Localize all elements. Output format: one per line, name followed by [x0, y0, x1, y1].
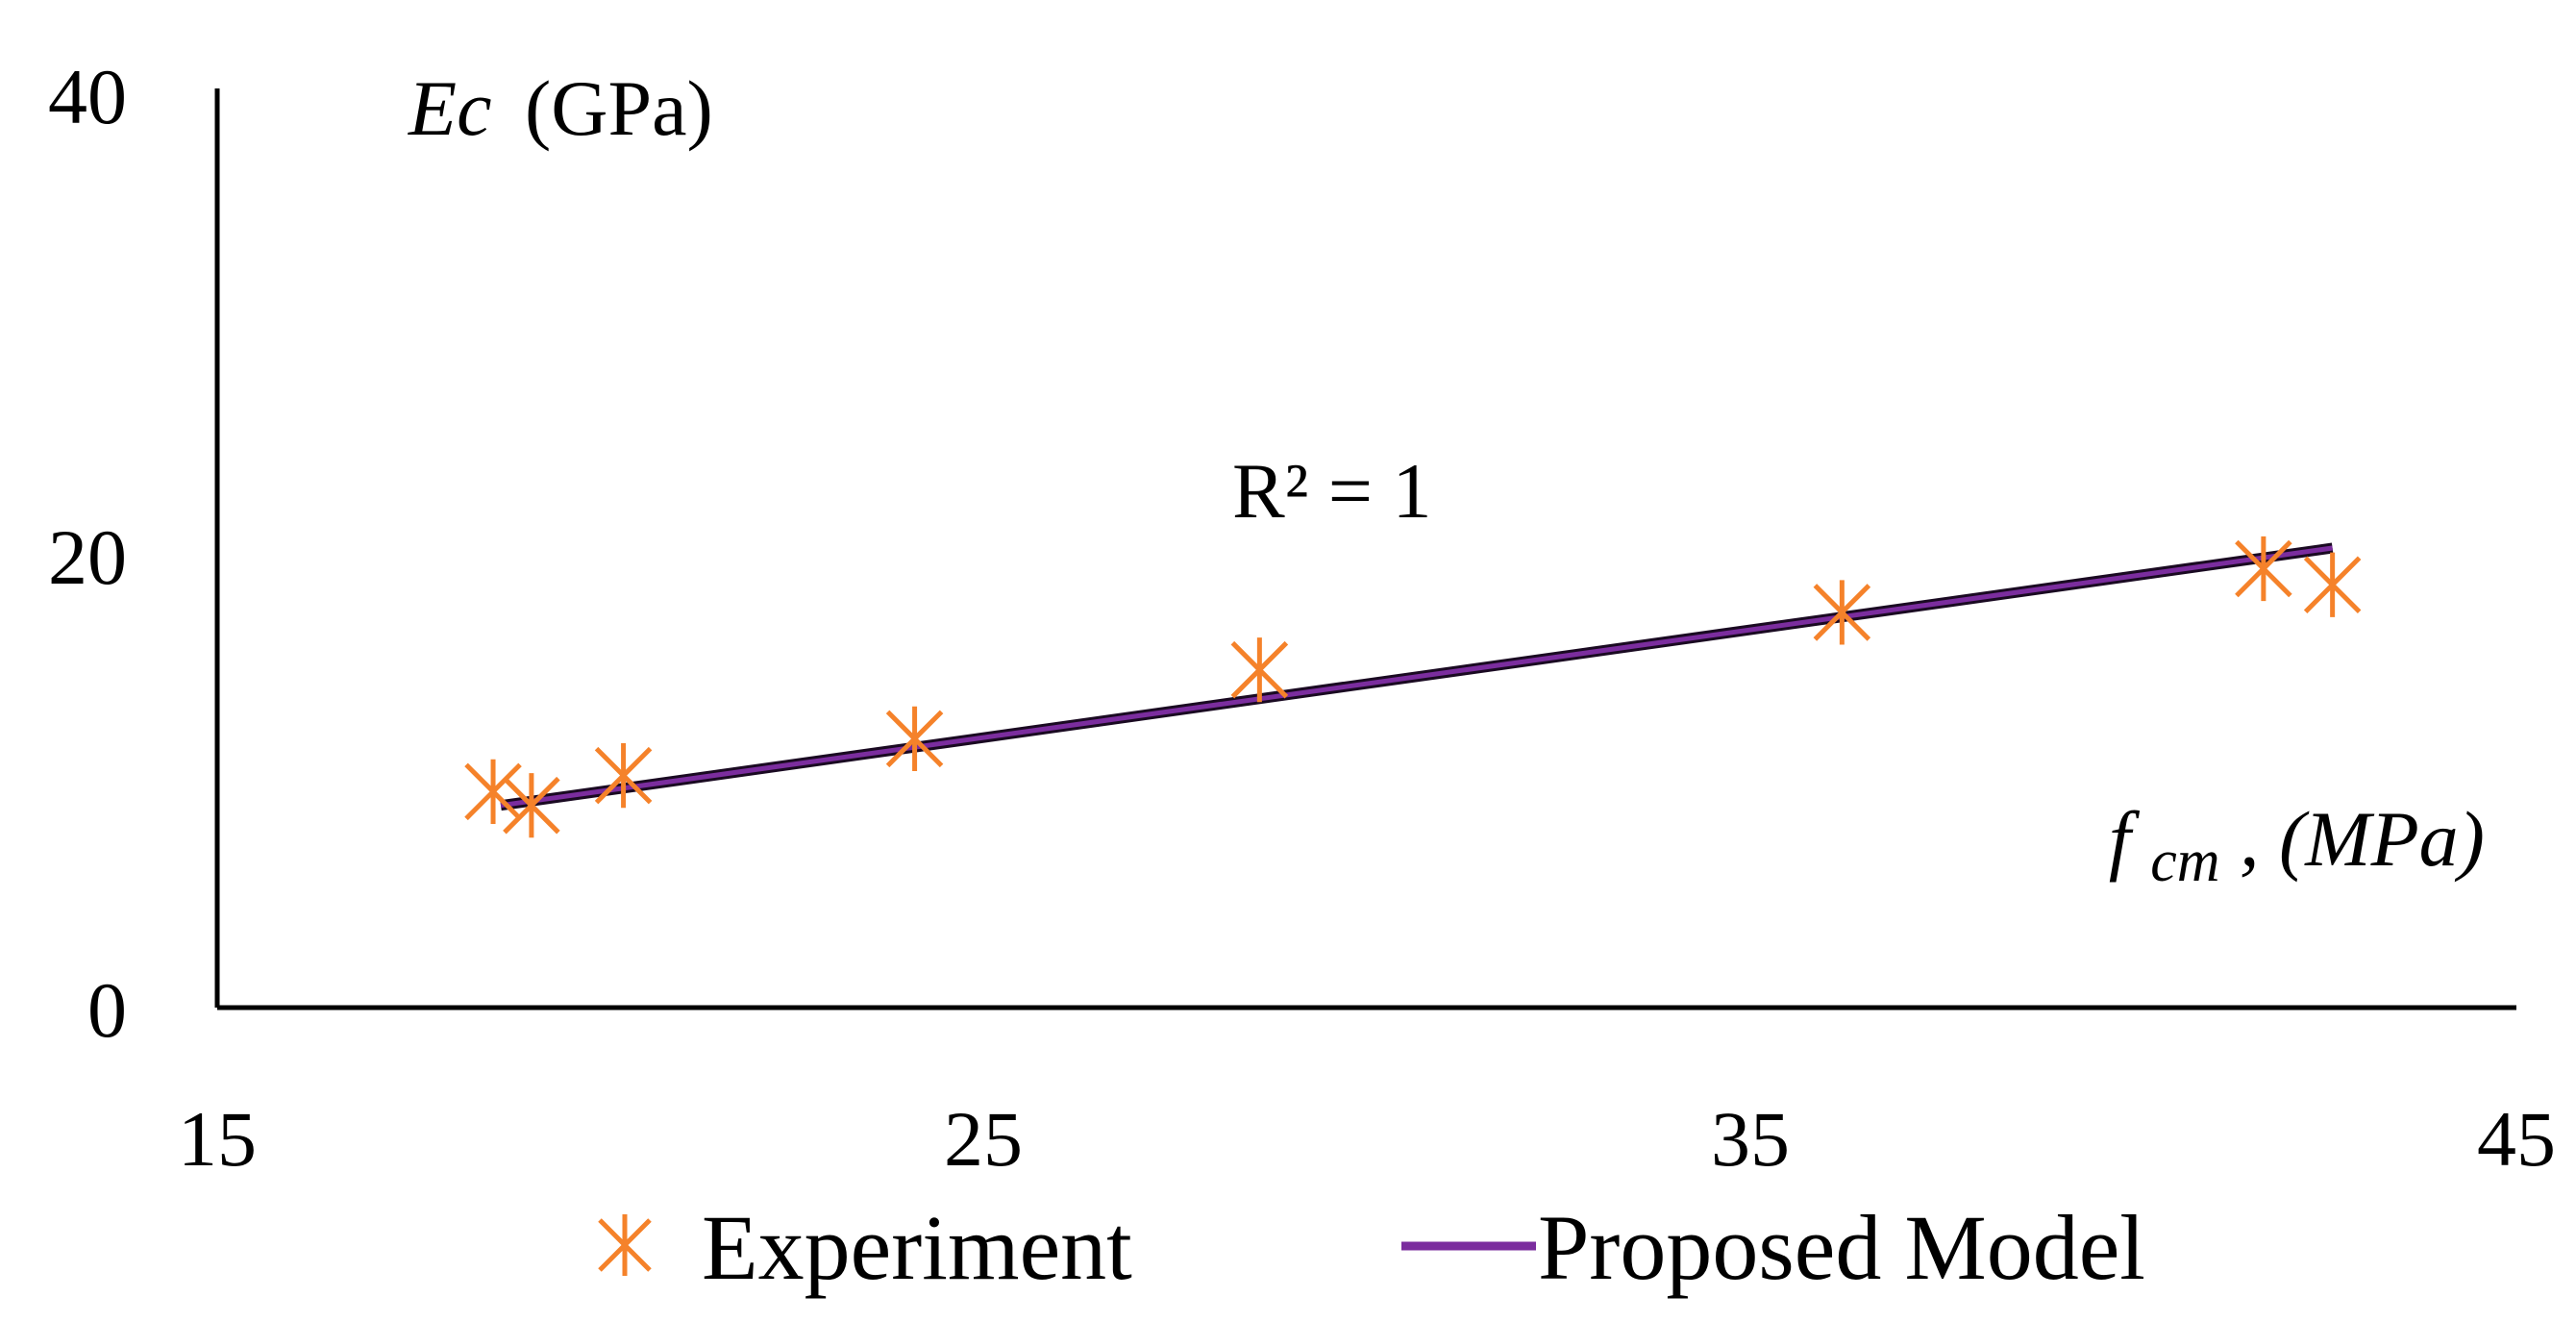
- axes: [214, 88, 2516, 1010]
- x-axis-unit: , (MPa): [2240, 795, 2485, 883]
- experiment-point: [1230, 637, 1289, 703]
- experiment-point: [503, 773, 560, 838]
- x-tick-label: 25: [944, 1095, 1023, 1183]
- experiment-point: [2303, 552, 2362, 617]
- x-tick-label: 45: [2477, 1095, 2556, 1183]
- series-proposed-model: [500, 542, 2334, 811]
- x-tick-labels: 15 25 35 45: [178, 1095, 2556, 1183]
- y-tick-label: 20: [48, 513, 127, 601]
- y-tick-label: 0: [87, 966, 127, 1054]
- legend: Experiment Proposed Model: [598, 1196, 2145, 1299]
- experiment-point: [594, 743, 653, 809]
- y-axis-title: Ec (GPa): [408, 64, 713, 152]
- x-tick-label: 35: [1711, 1095, 1790, 1183]
- r-squared-annotation: R² = 1: [1232, 447, 1432, 535]
- experiment-point: [2235, 536, 2292, 602]
- experiment-point: [1813, 580, 1871, 645]
- legend-label-experiment: Experiment: [702, 1196, 1132, 1299]
- legend-marker-experiment: [598, 1214, 652, 1276]
- x-axis-title: f cm , (MPa): [2109, 795, 2485, 898]
- model-line: [500, 545, 2333, 809]
- experiment-point: [464, 759, 522, 824]
- series-experiment: [464, 536, 2362, 838]
- x-axis-variable: f: [2109, 795, 2141, 883]
- y-axis-unit: (GPa): [525, 64, 713, 152]
- x-axis-subscript: cm: [2150, 829, 2219, 894]
- y-axis-variable: Ec: [408, 64, 491, 152]
- legend-label-proposed-model: Proposed Model: [1538, 1196, 2145, 1299]
- x-tick-label: 15: [178, 1095, 257, 1183]
- y-tick-label: 40: [48, 53, 127, 140]
- y-tick-labels: 0 20 40: [48, 53, 127, 1054]
- experiment-point: [885, 706, 944, 771]
